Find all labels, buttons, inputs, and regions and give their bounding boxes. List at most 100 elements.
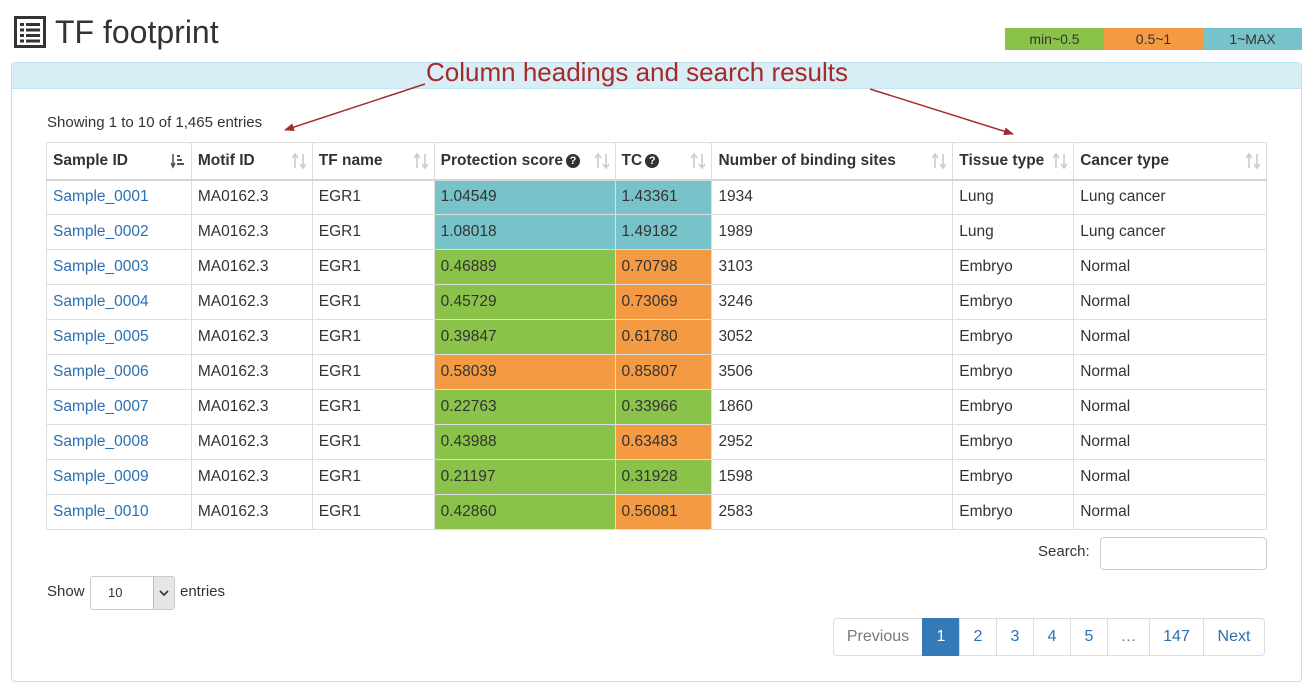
motif-id-cell: MA0162.3 bbox=[190, 319, 313, 355]
sample-link[interactable]: Sample_0003 bbox=[53, 258, 149, 275]
tissue-type-cell: Embryo bbox=[952, 424, 1075, 460]
table-row: Sample_0004 MA0162.3 EGR1 0.45729 0.73069 324… bbox=[46, 284, 1267, 320]
tc-cell: 0.63483 bbox=[614, 424, 713, 460]
sample-link[interactable]: Sample_0005 bbox=[53, 328, 149, 345]
results-table: Sample ID Motif ID TF name Protection sc… bbox=[46, 142, 1267, 530]
tissue-type-cell: Lung bbox=[952, 214, 1075, 250]
column-header-motif-id[interactable]: Motif ID bbox=[190, 142, 313, 181]
sample-link[interactable]: Sample_0006 bbox=[53, 363, 149, 380]
next-button[interactable]: Next bbox=[1203, 618, 1265, 656]
sample-link[interactable]: Sample_0009 bbox=[53, 468, 149, 485]
panel-heading bbox=[12, 63, 1301, 89]
sort-both-icon bbox=[1053, 153, 1068, 169]
sample-link[interactable]: Sample_0002 bbox=[53, 223, 149, 240]
tf-name-cell: EGR1 bbox=[311, 249, 435, 285]
binding-sites-cell: 3103 bbox=[711, 249, 954, 285]
table-row: Sample_0008 MA0162.3 EGR1 0.43988 0.63483 295… bbox=[46, 424, 1267, 460]
sample-id-cell: Sample_0007 bbox=[46, 389, 192, 425]
protection-score-cell: 0.39847 bbox=[433, 319, 616, 355]
motif-id-cell: MA0162.3 bbox=[190, 249, 313, 285]
page-length-select[interactable]: 10 bbox=[90, 576, 175, 610]
tc-cell: 0.73069 bbox=[614, 284, 713, 320]
binding-sites-cell: 3246 bbox=[711, 284, 954, 320]
table-row: Sample_0001 MA0162.3 EGR1 1.04549 1.43361 193… bbox=[46, 179, 1267, 215]
column-header-protection-score[interactable]: Protection score? bbox=[433, 142, 616, 181]
column-header-cancer-type[interactable]: Cancer type bbox=[1073, 142, 1267, 181]
cancer-type-cell: Lung cancer bbox=[1073, 214, 1267, 250]
page-button-4[interactable]: 4 bbox=[1033, 618, 1071, 656]
sort-both-icon bbox=[932, 153, 947, 169]
previous-button[interactable]: Previous bbox=[833, 618, 923, 656]
sample-id-cell: Sample_0008 bbox=[46, 424, 192, 460]
tf-name-cell: EGR1 bbox=[311, 354, 435, 390]
tissue-type-cell: Embryo bbox=[952, 319, 1075, 355]
cancer-type-cell: Normal bbox=[1073, 494, 1267, 530]
sample-id-cell: Sample_0002 bbox=[46, 214, 192, 250]
protection-score-cell: 0.42860 bbox=[433, 494, 616, 530]
page-button-3[interactable]: 3 bbox=[996, 618, 1034, 656]
motif-id-cell: MA0162.3 bbox=[190, 179, 313, 215]
table-header-row: Sample ID Motif ID TF name Protection sc… bbox=[46, 142, 1267, 181]
column-header-binding-sites[interactable]: Number of binding sites bbox=[711, 142, 954, 181]
motif-id-cell: MA0162.3 bbox=[190, 494, 313, 530]
table-row: Sample_0003 MA0162.3 EGR1 0.46889 0.70798 310… bbox=[46, 249, 1267, 285]
tissue-type-cell: Embryo bbox=[952, 284, 1075, 320]
page-button-147[interactable]: 147 bbox=[1149, 618, 1204, 656]
cancer-type-cell: Normal bbox=[1073, 319, 1267, 355]
sample-id-cell: Sample_0009 bbox=[46, 459, 192, 495]
tf-name-cell: EGR1 bbox=[311, 214, 435, 250]
annotation-text: Column headings and search results bbox=[426, 57, 849, 87]
entries-label: entries bbox=[180, 583, 226, 600]
page-length-value: 10 bbox=[108, 585, 123, 600]
protection-score-cell: 0.22763 bbox=[433, 389, 616, 425]
cancer-type-cell: Normal bbox=[1073, 284, 1267, 320]
column-header-tf-name[interactable]: TF name bbox=[311, 142, 435, 181]
tc-cell: 0.56081 bbox=[614, 494, 713, 530]
legend-item-low: min~0.5 bbox=[1005, 28, 1104, 50]
sample-id-cell: Sample_0004 bbox=[46, 284, 192, 320]
protection-score-cell: 0.45729 bbox=[433, 284, 616, 320]
sort-both-icon bbox=[594, 153, 609, 169]
page-button-5[interactable]: 5 bbox=[1070, 618, 1108, 656]
table-info: Showing 1 to 10 of 1,465 entries bbox=[47, 114, 263, 131]
chevron-down-icon bbox=[153, 577, 174, 609]
tf-name-cell: EGR1 bbox=[311, 459, 435, 495]
sample-link[interactable]: Sample_0008 bbox=[53, 433, 149, 450]
table-row: Sample_0007 MA0162.3 EGR1 0.22763 0.33966 186… bbox=[46, 389, 1267, 425]
sample-link[interactable]: Sample_0004 bbox=[53, 293, 149, 310]
search-label: Search: bbox=[1038, 543, 1090, 560]
binding-sites-cell: 1860 bbox=[711, 389, 954, 425]
binding-sites-cell: 1934 bbox=[711, 179, 954, 215]
column-header-sample-id[interactable]: Sample ID bbox=[46, 142, 192, 181]
tissue-type-cell: Embryo bbox=[952, 459, 1075, 495]
pagination-ellipsis: … bbox=[1107, 618, 1150, 656]
tf-name-cell: EGR1 bbox=[311, 424, 435, 460]
binding-sites-cell: 2583 bbox=[711, 494, 954, 530]
sort-both-icon bbox=[1246, 153, 1260, 169]
tc-cell: 0.33966 bbox=[614, 389, 713, 425]
column-header-tc[interactable]: TC? bbox=[614, 142, 713, 181]
tc-cell: 1.49182 bbox=[614, 214, 713, 250]
binding-sites-cell: 3506 bbox=[711, 354, 954, 390]
tissue-type-cell: Embryo bbox=[952, 494, 1075, 530]
sample-link[interactable]: Sample_0001 bbox=[53, 188, 149, 206]
page-button-2[interactable]: 2 bbox=[959, 618, 997, 656]
question-circle-icon[interactable]: ? bbox=[645, 153, 660, 168]
page-button-1[interactable]: 1 bbox=[922, 618, 960, 656]
page-title: TF footprint bbox=[14, 12, 219, 52]
show-label: Show bbox=[47, 583, 85, 600]
sample-link[interactable]: Sample_0010 bbox=[53, 503, 149, 520]
list-icon bbox=[14, 16, 46, 48]
motif-id-cell: MA0162.3 bbox=[190, 214, 313, 250]
tc-cell: 0.70798 bbox=[614, 249, 713, 285]
sort-both-icon bbox=[291, 153, 306, 169]
protection-score-cell: 0.58039 bbox=[433, 354, 616, 390]
search-input[interactable] bbox=[1100, 537, 1267, 570]
question-circle-icon[interactable]: ? bbox=[565, 153, 580, 168]
sample-link[interactable]: Sample_0007 bbox=[53, 398, 149, 415]
tf-name-cell: EGR1 bbox=[311, 494, 435, 530]
cancer-type-cell: Normal bbox=[1073, 424, 1267, 460]
tf-name-cell: EGR1 bbox=[311, 319, 435, 355]
column-header-tissue-type[interactable]: Tissue type bbox=[952, 142, 1075, 181]
table-row: Sample_0006 MA0162.3 EGR1 0.58039 0.85807 350… bbox=[46, 354, 1267, 390]
